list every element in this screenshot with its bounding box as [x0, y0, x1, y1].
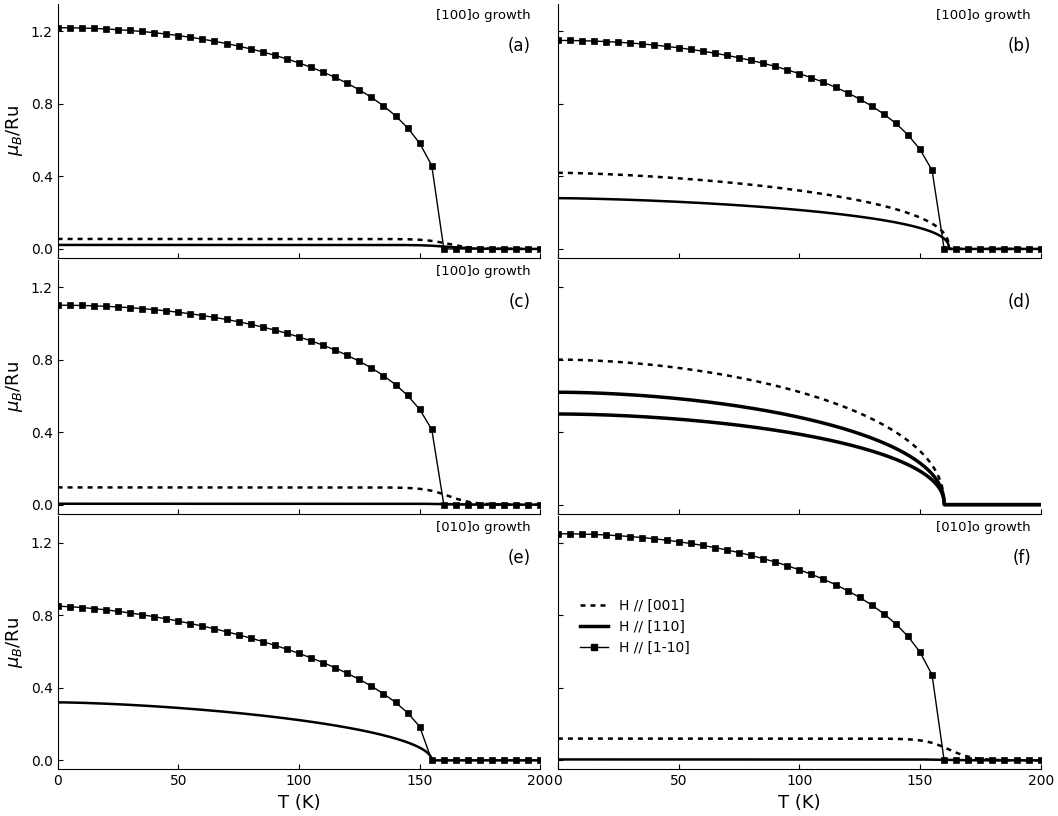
Text: [010]o growth: [010]o growth: [436, 521, 531, 534]
X-axis label: T (K): T (K): [277, 794, 321, 812]
Text: [010]o growth: [010]o growth: [936, 521, 1032, 534]
Text: (c): (c): [509, 293, 531, 311]
Text: [100]o growth: [100]o growth: [436, 9, 531, 22]
X-axis label: T (K): T (K): [778, 794, 821, 812]
Text: (f): (f): [1013, 548, 1032, 566]
Y-axis label: $\mu_B$/Ru: $\mu_B$/Ru: [4, 617, 25, 668]
Text: [100]o growth: [100]o growth: [936, 9, 1032, 22]
Text: (a): (a): [508, 38, 531, 55]
Text: (e): (e): [508, 548, 531, 566]
Text: [100]o growth: [100]o growth: [436, 265, 531, 278]
Y-axis label: $\mu_B$/Ru: $\mu_B$/Ru: [4, 106, 25, 157]
Legend: H // [001], H // [110], H // [1-10]: H // [001], H // [110], H // [1-10]: [574, 593, 695, 661]
Y-axis label: $\mu_B$/Ru: $\mu_B$/Ru: [4, 361, 25, 412]
Text: (b): (b): [1007, 38, 1032, 55]
Text: (d): (d): [1007, 293, 1032, 311]
